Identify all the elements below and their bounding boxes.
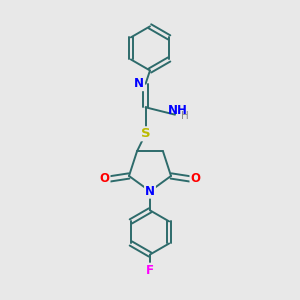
Text: S: S: [141, 127, 150, 140]
Text: H: H: [182, 111, 189, 121]
Text: NH: NH: [167, 104, 187, 117]
Text: F: F: [146, 264, 154, 277]
Text: N: N: [134, 77, 144, 90]
Text: N: N: [145, 185, 155, 198]
Text: O: O: [100, 172, 110, 185]
Text: O: O: [190, 172, 200, 185]
